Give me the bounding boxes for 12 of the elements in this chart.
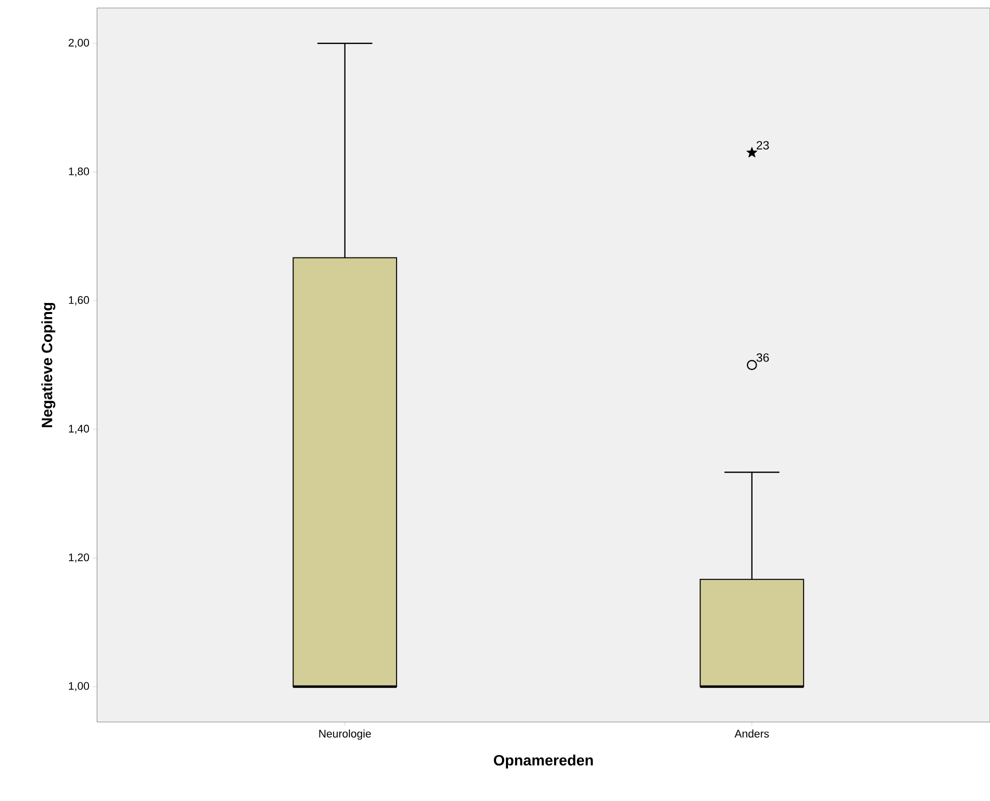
y-tick-label: 2,00 xyxy=(68,38,90,48)
x-tick-label: Anders xyxy=(734,730,769,738)
y-axis-title: Negatieve Coping xyxy=(41,302,56,428)
x-axis-title: Opnamereden xyxy=(494,754,593,768)
y-tick-label: 1,60 xyxy=(68,296,90,306)
annotation: 36 xyxy=(756,353,769,362)
y-tick-label: 1,80 xyxy=(68,168,90,177)
y-tick-label: 1,20 xyxy=(68,553,90,563)
annotation: 23 xyxy=(756,141,769,150)
y-tick-label: 1,40 xyxy=(68,424,90,434)
y-tick-label: 1,00 xyxy=(68,682,90,692)
x-tick-label: Neurologie xyxy=(319,730,371,740)
